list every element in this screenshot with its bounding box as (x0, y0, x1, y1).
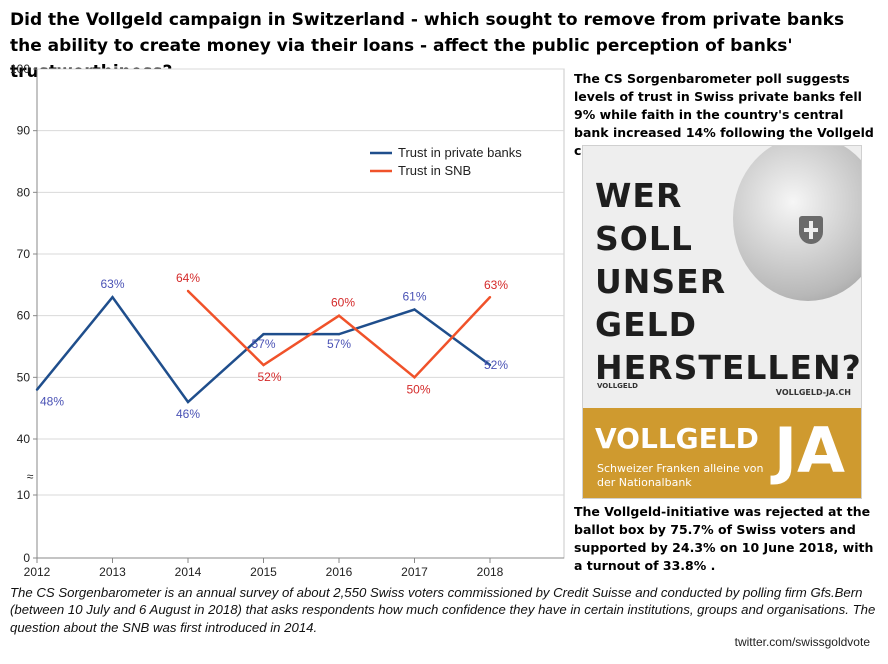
data-label: 50% (406, 382, 430, 396)
poster-lower-panel: VOLLGELD JA Schweizer Franken alleine vo… (583, 408, 861, 498)
x-tick-label: 2017 (401, 565, 428, 579)
data-point (488, 363, 492, 367)
side-note-bottom: The Vollgeld-initiative was rejected at … (574, 504, 874, 573)
data-labels: 48% 63% 46% 57% 57% 61% 52% 64% 52% 60% 50% 63% (40, 271, 508, 421)
y-tick-label: 10 (17, 488, 31, 502)
y-tick-label: 90 (17, 124, 31, 138)
poster-slogan: WER SOLL UNSER GELD HERSTELLEN? (595, 174, 862, 389)
data-label: 60% (331, 296, 355, 310)
footnote: The CS Sorgenbarometer is an annual surv… (10, 585, 876, 635)
data-point (337, 314, 341, 317)
data-label: 52% (484, 358, 508, 372)
poster-subtitle: Schweizer Franken alleine von der Nation… (597, 462, 764, 489)
y-axis: 0 10 40 50 60 70 80 90 100 ≈ (10, 62, 38, 565)
data-label: 46% (176, 407, 200, 421)
data-point (488, 295, 492, 299)
data-point (413, 308, 416, 311)
series-lines (35, 289, 492, 404)
vollgeld-poster: WER SOLL UNSER GELD HERSTELLEN? VOLLGELD… (582, 145, 862, 499)
data-point (262, 332, 265, 336)
poster-slogan-line: GELD (595, 305, 698, 344)
legend-label-snb: Trust in SNB (398, 163, 471, 178)
poster-vote: JA (773, 414, 845, 487)
data-point (35, 388, 39, 391)
x-tick-label: 2016 (326, 565, 353, 579)
x-tick-label: 2015 (250, 565, 277, 579)
y-tick-label: 0 (23, 551, 30, 565)
axis-break-symbol: ≈ (27, 469, 34, 483)
y-tick-label: 60 (17, 309, 31, 323)
swiss-cross-icon (799, 216, 823, 244)
poster-logo: VOLLGELD (597, 382, 638, 390)
x-tick-label: 2013 (99, 565, 126, 579)
y-tick-label: 40 (17, 432, 31, 446)
poster-url: VOLLGELD-JA.CH (775, 388, 851, 397)
data-label: 48% (40, 395, 64, 409)
y-tick-label: 70 (17, 247, 31, 261)
poster-brand: VOLLGELD (595, 422, 759, 455)
credit-link[interactable]: twitter.com/swissgoldvote (734, 635, 870, 649)
x-tick-label: 2014 (175, 565, 202, 579)
legend-box (362, 136, 536, 186)
y-tick-label: 100 (10, 62, 30, 76)
data-label: 57% (327, 337, 351, 351)
line-chart: 0 10 40 50 60 70 80 90 100 ≈ 2012 2013 2014 2015 2016… (10, 62, 565, 579)
y-tick-label: 50 (17, 370, 31, 384)
x-tick-label: 2012 (24, 565, 51, 579)
poster-slogan-line: WER (595, 176, 683, 215)
data-label: 52% (257, 370, 281, 384)
poster-slogan-line: SOLL (595, 219, 693, 258)
x-axis: 2012 2013 2014 2015 2016 2017 2018 (24, 557, 564, 579)
data-point (186, 400, 190, 404)
data-point (186, 289, 190, 293)
x-tick-label: 2018 (477, 565, 504, 579)
data-point (337, 332, 341, 336)
legend: Trust in private banks Trust in SNB (362, 136, 536, 186)
data-label: 61% (402, 290, 426, 304)
data-point (111, 295, 114, 299)
data-label: 64% (176, 271, 200, 285)
legend-label-private-banks: Trust in private banks (398, 145, 522, 160)
poster-upper-panel: WER SOLL UNSER GELD HERSTELLEN? VOLLGELD… (583, 146, 861, 408)
data-label: 57% (251, 337, 275, 351)
y-tick-label: 80 (17, 185, 31, 199)
coin-icon (733, 146, 861, 301)
data-point (413, 376, 416, 379)
poster-slogan-line: UNSER (595, 262, 727, 301)
data-point (262, 363, 265, 367)
poster-slogan-line: HERSTELLEN? (595, 348, 862, 387)
data-label: 63% (484, 278, 508, 292)
data-label: 63% (100, 277, 124, 291)
